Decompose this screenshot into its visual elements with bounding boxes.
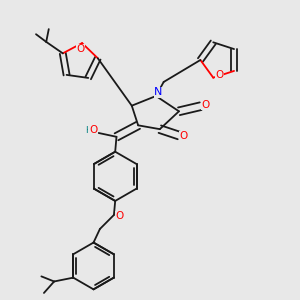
Text: H: H <box>85 126 92 135</box>
Text: O: O <box>89 125 97 135</box>
Text: O: O <box>201 100 210 110</box>
Text: O: O <box>180 131 188 141</box>
Text: O: O <box>76 44 85 54</box>
Text: N: N <box>154 87 163 97</box>
Text: O: O <box>115 212 124 221</box>
Text: O: O <box>216 70 224 80</box>
